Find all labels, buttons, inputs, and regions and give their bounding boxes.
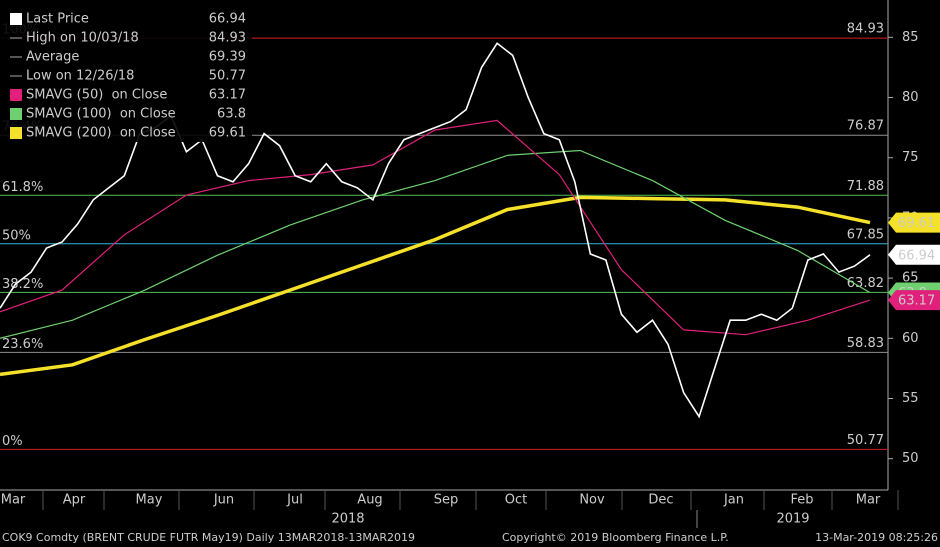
legend: Last Price 66.94 High on 10/03/18 84.93 Aver… (0, 8, 252, 142)
value-tag-label: 69.61 (898, 216, 935, 231)
x-tick-label: Jul (286, 493, 303, 508)
level-label: 61.8% (2, 180, 43, 195)
legend-value: 84.93 (209, 31, 246, 46)
legend-label: SMAVG (200) on Close (26, 126, 176, 141)
y-tick-label: 85 (902, 30, 919, 45)
legend-swatch (10, 127, 22, 139)
legend-value: 63.8 (217, 107, 246, 122)
legend-label: Average (26, 50, 79, 65)
value-tag-label: 66.94 (898, 248, 935, 263)
level-value: 58.83 (847, 336, 884, 351)
legend-label: Low on 12/26/18 (26, 69, 134, 84)
x-tick-label: May (136, 493, 163, 508)
value-tag-label: 63.17 (898, 294, 935, 309)
legend-label: Last Price (26, 12, 89, 27)
x-tick-label: Jan (723, 493, 744, 508)
legend-swatch (10, 108, 22, 120)
footer-timestamp: 13-Mar-2019 08:25:26 (815, 531, 938, 544)
footer-ticker: COK9 Comdty (BRENT CRUDE FUTR May19) Dai… (2, 531, 415, 544)
legend-swatch (10, 13, 22, 25)
level-value: 76.87 (847, 119, 884, 134)
x-tick-label: Nov (579, 493, 605, 508)
x-tick-label: Oct (505, 493, 527, 508)
value-tag (888, 290, 940, 311)
level-value: 84.93 (847, 22, 884, 37)
y-tick-label: 75 (902, 150, 919, 165)
x-tick-label: Jun (213, 493, 234, 508)
level-value: 67.85 (847, 227, 884, 242)
legend-value: 66.94 (209, 12, 246, 27)
year-label: 2018 (331, 512, 364, 527)
series-line (0, 119, 871, 336)
level-value: 50.77 (847, 433, 884, 448)
level-value: 63.82 (847, 276, 884, 291)
legend-box (0, 8, 252, 142)
value-tag (888, 244, 940, 265)
y-tick-label: 65 (902, 271, 919, 286)
series-line (0, 195, 871, 377)
value-tag (888, 212, 940, 233)
level-value: 71.88 (847, 179, 884, 194)
legend-label: SMAVG (100) on Close (26, 107, 176, 122)
footer-copyright: Copyright© 2019 Bloomberg Finance L.P. (502, 531, 729, 544)
x-tick-label: Apr (63, 493, 86, 508)
x-tick-label: Mar (856, 493, 881, 508)
legend-value: 50.77 (209, 69, 246, 84)
x-tick-label: Mar (1, 493, 26, 508)
legend-swatch (10, 89, 22, 101)
y-tick-label: 80 (902, 90, 919, 105)
legend-value: 69.39 (209, 50, 246, 65)
y-tick-label: 50 (902, 451, 919, 466)
x-tick-label: Dec (648, 493, 673, 508)
legend-value: 69.61 (209, 126, 246, 141)
x-tick-label: Sep (434, 493, 459, 508)
y-tick-label: 60 (902, 331, 919, 346)
y-tick-label: 55 (902, 391, 919, 406)
x-tick-label: Aug (357, 493, 382, 508)
legend-label: High on 10/03/18 (26, 31, 139, 46)
level-label: 23.6% (2, 337, 43, 352)
level-label: 50% (2, 228, 31, 243)
x-tick-label: Feb (790, 493, 813, 508)
legend-label: SMAVG (50) on Close (26, 88, 167, 103)
series-line (0, 149, 871, 339)
year-label: 2019 (776, 512, 809, 527)
level-label: 0% (2, 434, 23, 449)
legend-value: 63.17 (209, 88, 246, 103)
